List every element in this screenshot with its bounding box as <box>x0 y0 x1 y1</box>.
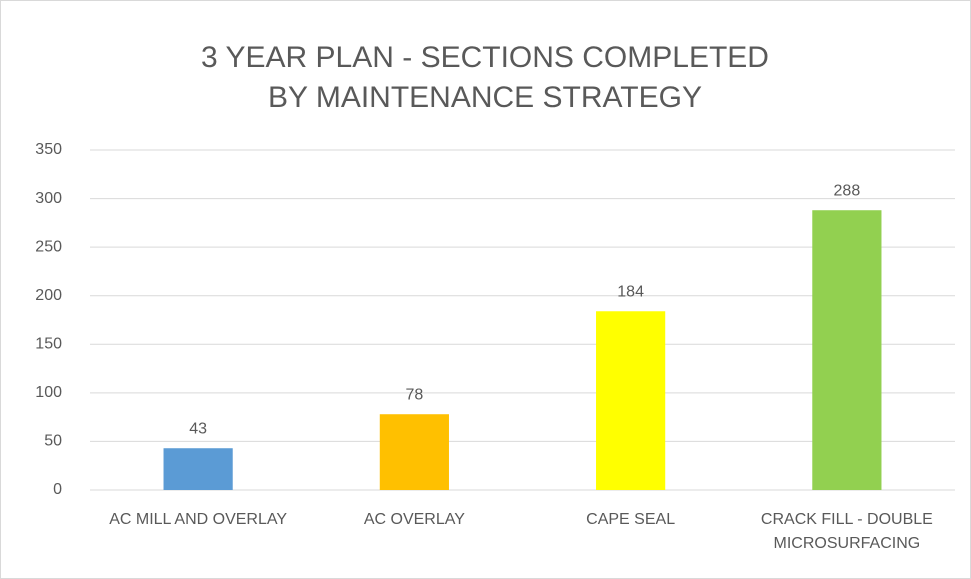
data-label: 43 <box>189 420 207 437</box>
y-tick-label: 350 <box>35 141 62 158</box>
x-tick-label: AC MILL AND OVERLAY <box>109 511 288 528</box>
y-tick-label: 0 <box>53 481 62 498</box>
y-tick-label: 200 <box>35 287 62 304</box>
x-tick-label: AC OVERLAY <box>363 511 465 528</box>
data-label: 78 <box>405 386 423 403</box>
bar <box>379 414 449 490</box>
data-label: 184 <box>617 283 644 300</box>
bar <box>812 210 882 490</box>
data-label: 288 <box>834 182 861 199</box>
y-tick-label: 50 <box>44 433 62 450</box>
y-tick-label: 150 <box>35 336 62 353</box>
bar <box>596 311 666 490</box>
x-tick-label: CAPE SEAL <box>586 511 676 528</box>
y-tick-label: 300 <box>35 190 62 207</box>
x-tick-label: CRACK FILL - DOUBLE MICROSURFACING <box>760 511 933 552</box>
bar <box>163 448 233 490</box>
y-tick-label: 250 <box>35 238 62 255</box>
chart-title: 3 YEAR PLAN - SECTIONS COMPLETED BY MAIN… <box>201 41 769 114</box>
y-tick-label: 100 <box>35 384 62 401</box>
